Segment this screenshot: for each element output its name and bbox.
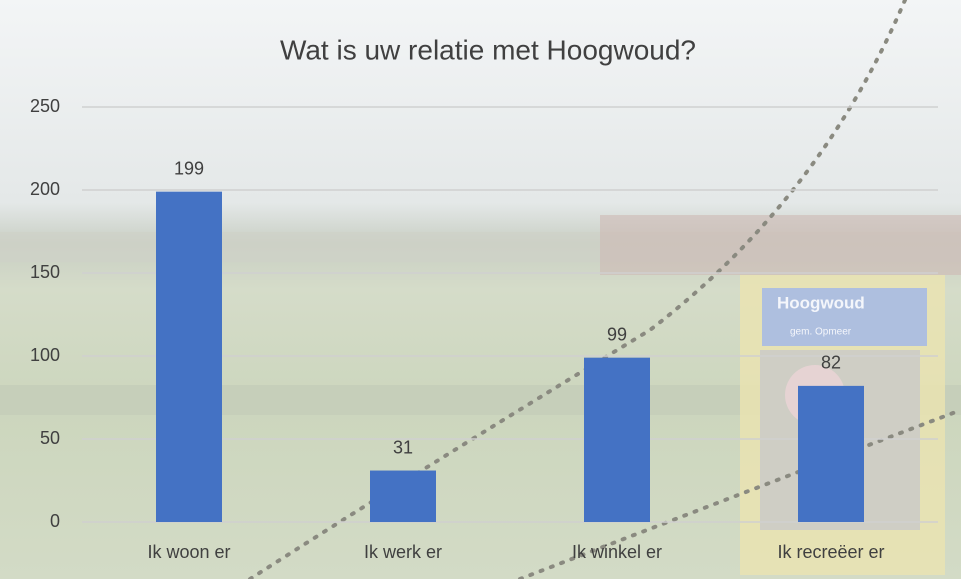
sign-text: gem. Opmeer <box>790 327 852 338</box>
y-tick-label: 0 <box>50 511 60 531</box>
value-label: 199 <box>174 158 204 178</box>
x-tick-label: Ik woon er <box>147 542 230 562</box>
bar <box>156 192 222 522</box>
y-tick-label: 100 <box>30 345 60 365</box>
chart-title: Wat is uw relatie met Hoogwoud? <box>280 34 696 65</box>
value-label: 99 <box>607 324 627 344</box>
bar <box>798 386 864 522</box>
y-tick-label: 150 <box>30 262 60 282</box>
value-label: 82 <box>821 353 841 373</box>
sign-text: Hoogwoud <box>777 293 865 312</box>
value-label: 31 <box>393 437 413 457</box>
bar <box>584 358 650 522</box>
y-tick-label: 250 <box>30 96 60 116</box>
bar <box>370 471 436 522</box>
y-tick-label: 200 <box>30 179 60 199</box>
chart: Hoogwoud gem. Opmeer Wat is uw relatie m… <box>0 0 961 579</box>
x-tick-label: Ik winkel er <box>572 542 662 562</box>
x-tick-label: Ik recreëer er <box>777 542 884 562</box>
x-tick-label: Ik werk er <box>364 542 442 562</box>
y-tick-label: 50 <box>40 428 60 448</box>
page: Hoogwoud gem. Opmeer Wat is uw relatie m… <box>0 0 961 579</box>
